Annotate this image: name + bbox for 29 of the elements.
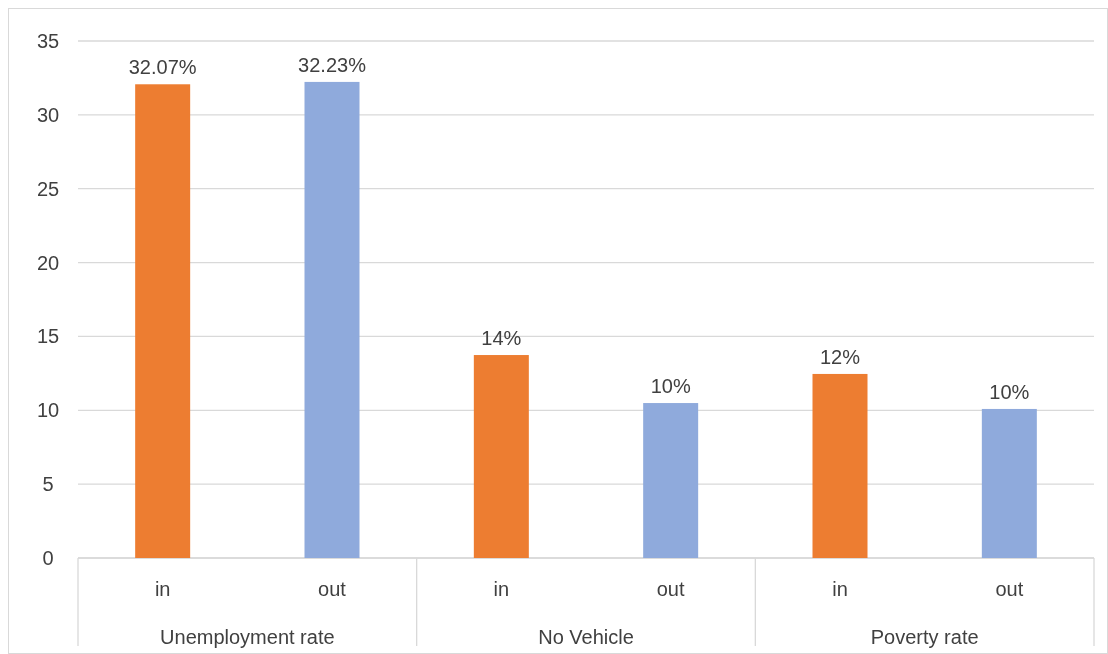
x-tick-label: Poverty rate — [870, 626, 979, 648]
y-tick-label: 25 — [36, 177, 60, 200]
bar — [981, 408, 1037, 558]
series-label: in — [154, 578, 171, 600]
y-tick-label: 30 — [36, 103, 60, 126]
data-label: 14% — [481, 327, 522, 350]
text: in — [832, 578, 848, 600]
y-tick-label: 5 — [42, 473, 54, 496]
data-label: 10% — [650, 375, 691, 398]
bar — [812, 373, 868, 558]
y-tick-label: 10 — [36, 399, 60, 422]
bar — [643, 403, 699, 558]
x-tick-label: Unemployment rate — [160, 626, 335, 648]
bar — [135, 84, 191, 558]
text: out — [995, 578, 1024, 600]
y-tick-label: 0 — [42, 547, 54, 569]
y-tick-label: 20 — [36, 251, 60, 274]
bar — [473, 355, 529, 558]
text: out — [656, 578, 685, 600]
data-label: 10% — [989, 380, 1030, 403]
text: in — [493, 578, 510, 600]
data-label: 32.07% — [128, 56, 197, 79]
series-label: out — [318, 578, 347, 600]
x-tick-label: No Vehicle — [538, 626, 634, 648]
bar — [304, 81, 360, 558]
data-label: 12% — [819, 345, 861, 368]
data-label: 32.23% — [298, 53, 367, 76]
y-tick-label: 35 — [36, 30, 60, 52]
y-tick-label: 15 — [36, 325, 60, 348]
